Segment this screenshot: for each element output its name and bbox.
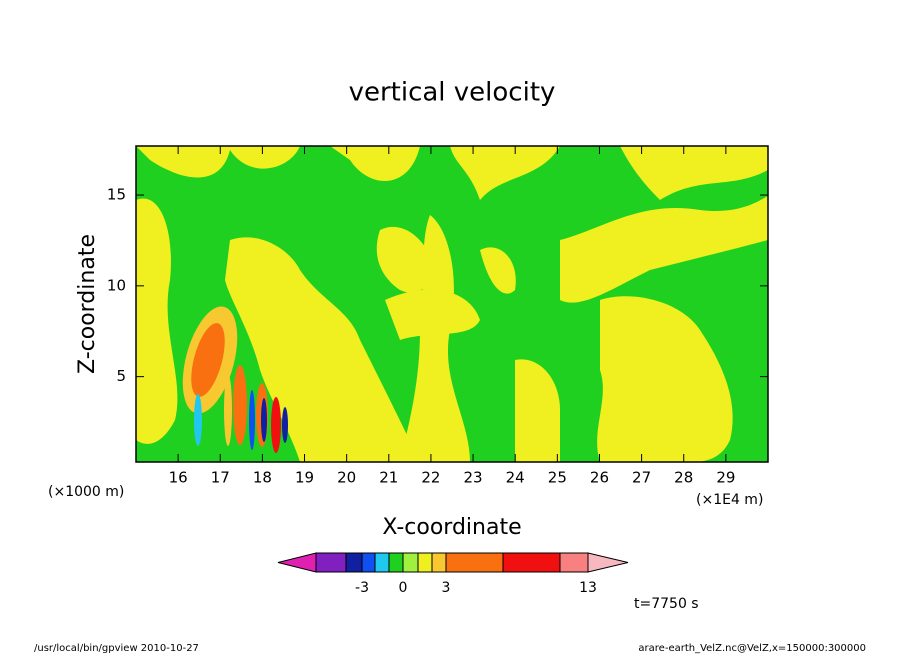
y-tick-label: 5	[116, 367, 126, 385]
x-tick-label: 29	[716, 469, 735, 487]
colorbar-segment	[345, 552, 363, 573]
x-tick-label: 20	[337, 469, 356, 487]
colorbar-tick-label: -3	[355, 580, 369, 596]
field-shapes	[136, 146, 768, 462]
colorbar-segment	[417, 552, 433, 573]
colorbar-tick-label: 13	[579, 580, 597, 596]
footer-left: /usr/local/bin/gpview 2010-10-27	[34, 643, 199, 654]
x-tick-label: 16	[169, 469, 188, 487]
contour-field	[136, 146, 768, 462]
y-tick-label: 15	[107, 186, 126, 204]
x-tick-label: 17	[211, 469, 230, 487]
colorbar-segment	[431, 552, 447, 573]
colorbar-segment	[361, 552, 376, 573]
colorbar-segment	[315, 552, 347, 573]
y-tick-label: 10	[107, 276, 126, 294]
x-tick-label: 18	[253, 469, 272, 487]
x-tick-label: 19	[295, 469, 314, 487]
x-tick-label: 21	[379, 469, 398, 487]
x-unit-label: (×1000 m)	[48, 484, 124, 500]
colorbar-segment	[559, 552, 589, 573]
colorbar-segment	[502, 552, 561, 573]
colorbar-segment	[587, 552, 629, 573]
x-tick-label: 23	[464, 469, 483, 487]
x-tick-label: 25	[548, 469, 567, 487]
x-unit-label-right: (×1E4 m)	[696, 492, 763, 508]
colorbar-tick-label: 0	[399, 580, 408, 596]
x-tick-label: 22	[421, 469, 440, 487]
colorbar-segment	[277, 552, 317, 573]
plot-frame	[135, 145, 769, 463]
x-tick-label: 28	[674, 469, 693, 487]
x-axis-label: X-coordinate	[382, 515, 521, 540]
x-tick-label: 26	[590, 469, 609, 487]
colorbar-tick-label: 3	[442, 580, 451, 596]
x-tick-label: 27	[632, 469, 651, 487]
x-tick-label: 24	[506, 469, 525, 487]
colorbar-segment	[388, 552, 404, 573]
colorbar-segment	[445, 552, 504, 573]
field-peaks	[182, 306, 288, 453]
colorbar-segment	[402, 552, 419, 573]
footer-right: arare-earth_VelZ.nc@VelZ,x=150000:300000	[638, 643, 866, 654]
chart-title: vertical velocity	[349, 78, 556, 108]
colorbar-segment	[374, 552, 390, 573]
time-label: t=7750 s	[634, 596, 699, 612]
y-axis-label: Z-coordinate	[75, 234, 100, 374]
